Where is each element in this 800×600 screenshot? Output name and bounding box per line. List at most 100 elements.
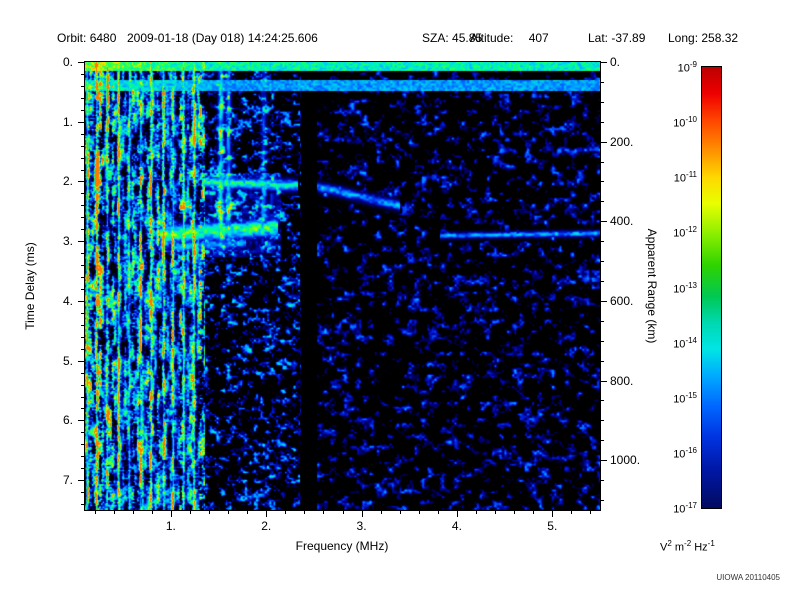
- y-tick-label: 2.: [62, 174, 73, 189]
- x-minor-tick: [208, 511, 210, 514]
- sza-item: SZA: 45.85: [422, 31, 482, 45]
- units-exp: 2: [667, 539, 672, 548]
- y-tick: [78, 300, 84, 302]
- y-tick: [78, 62, 84, 63]
- range-minor-tick: [601, 440, 604, 442]
- y-minor-tick: [81, 229, 84, 231]
- altitude-label: Altitude:: [470, 31, 514, 45]
- long-value: 258.32: [701, 31, 739, 45]
- y-minor-tick: [81, 133, 84, 135]
- colorbar-label-base: 10: [673, 448, 686, 461]
- y-minor-tick: [81, 145, 84, 147]
- plot-frame: [84, 61, 601, 511]
- colorbar-tick-label: 10-11: [641, 170, 697, 185]
- y-tick-label: 6.: [62, 413, 73, 428]
- range-tick: [601, 221, 607, 223]
- range-tick-label: 400.: [610, 214, 634, 229]
- y-tick: [78, 241, 84, 243]
- range-minor-tick: [601, 500, 604, 502]
- y-minor-tick: [81, 109, 84, 111]
- x-minor-tick: [151, 511, 153, 514]
- colorbar-label-exp: -11: [686, 170, 697, 180]
- range-minor-tick: [601, 420, 604, 422]
- x-tick: [266, 511, 268, 517]
- y-minor-tick: [81, 372, 84, 374]
- colorbar-tick-label: 10-13: [641, 281, 697, 296]
- colorbar-label-base: 10: [673, 172, 687, 185]
- altitude-item: Altitude: 407: [470, 31, 549, 45]
- colorbar-label-exp: -12: [685, 225, 697, 235]
- y-tick-label: 7.: [62, 473, 73, 488]
- x-axis-title: Frequency (MHz): [295, 539, 389, 553]
- x-minor-tick: [590, 511, 592, 514]
- y-tick-label: 0.: [62, 55, 73, 69]
- y-tick: [78, 181, 84, 183]
- colorbar-tick-label: 10-12: [641, 225, 697, 240]
- y-tick: [78, 121, 84, 123]
- units-base: V: [660, 541, 668, 554]
- range-minor-tick: [601, 320, 604, 322]
- y-minor-tick: [81, 253, 84, 255]
- range-minor-tick: [601, 201, 604, 203]
- y-minor-tick: [81, 432, 84, 434]
- x-tick: [361, 511, 363, 517]
- y-tick-label: 5.: [62, 353, 73, 368]
- y-minor-tick: [81, 288, 84, 290]
- y-minor-tick: [81, 324, 84, 326]
- sza-label: SZA:: [422, 31, 449, 45]
- range-minor-tick: [601, 480, 604, 482]
- y-tick: [78, 420, 84, 422]
- range-minor-tick: [601, 261, 604, 263]
- range-minor-tick: [601, 181, 604, 183]
- y-minor-tick: [81, 468, 84, 470]
- y-tick-label: 3.: [62, 234, 73, 249]
- y-minor-tick: [81, 504, 84, 506]
- range-minor-tick: [601, 121, 604, 123]
- colorbar-label-base: 10: [673, 338, 686, 351]
- range-minor-tick: [601, 241, 604, 243]
- sza-value: 45.85: [452, 31, 483, 45]
- range-tick-label: 1000.: [610, 453, 641, 468]
- colorbar-label-exp: -14: [685, 335, 697, 345]
- colorbar-units: V2 m-2 Hz-1: [660, 539, 800, 554]
- x-tick-label: 1.: [165, 519, 176, 533]
- range-minor-tick: [601, 101, 604, 103]
- y-minor-tick: [81, 205, 84, 207]
- x-minor-tick: [514, 511, 516, 514]
- y-minor-tick: [81, 169, 84, 171]
- x-minor-tick: [495, 511, 497, 514]
- y-tick: [78, 480, 84, 482]
- units-exp: -2: [684, 539, 692, 548]
- x-minor-tick: [399, 511, 401, 514]
- x-minor-tick: [247, 511, 249, 514]
- y-minor-tick: [81, 492, 84, 494]
- orbit-value: 6480: [89, 31, 117, 45]
- colorbar-label-base: 10: [673, 503, 686, 516]
- y-minor-tick: [81, 396, 84, 398]
- orbit-item: Orbit: 6480: [57, 31, 116, 45]
- colorbar-label-exp: -13: [685, 280, 697, 290]
- y-minor-tick: [81, 217, 84, 219]
- units-base: Hz: [691, 541, 708, 554]
- x-tick-label: 3.: [356, 519, 367, 533]
- y-minor-tick: [81, 444, 84, 446]
- range-tick-label: 0.: [610, 55, 621, 69]
- lat-item: Lat: -37.89: [588, 31, 645, 45]
- x-minor-tick: [380, 511, 382, 514]
- x-minor-tick: [113, 511, 115, 514]
- x-tick-label: 4.: [451, 519, 462, 533]
- colorbar-label-exp: -16: [685, 445, 697, 455]
- y-minor-tick: [81, 336, 84, 338]
- range-tick-label: 600.: [610, 293, 634, 308]
- x-minor-tick: [228, 511, 230, 514]
- x-minor-tick: [437, 511, 439, 514]
- y-minor-tick: [81, 265, 84, 267]
- colorbar-label-base: 10: [673, 117, 686, 130]
- x-minor-tick: [94, 511, 96, 514]
- range-tick: [601, 460, 607, 462]
- credit-text: UIOWA 20110405: [716, 573, 780, 582]
- range-tick: [601, 380, 607, 382]
- left-axis-title: Time Delay (ms): [23, 242, 37, 330]
- x-tick-label: 2.: [261, 519, 272, 533]
- y-minor-tick: [81, 85, 84, 87]
